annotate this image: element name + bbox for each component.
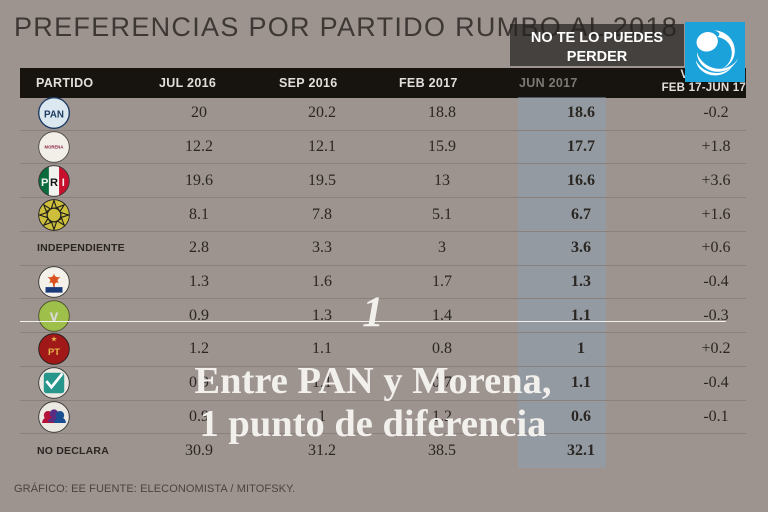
svg-text:R: R — [50, 177, 58, 189]
svg-text:I: I — [62, 177, 65, 189]
svg-text:MORENA: MORENA — [45, 145, 64, 150]
svg-text:PAN: PAN — [44, 110, 64, 121]
svg-text:P: P — [41, 177, 48, 189]
svg-text:PT: PT — [48, 347, 60, 357]
